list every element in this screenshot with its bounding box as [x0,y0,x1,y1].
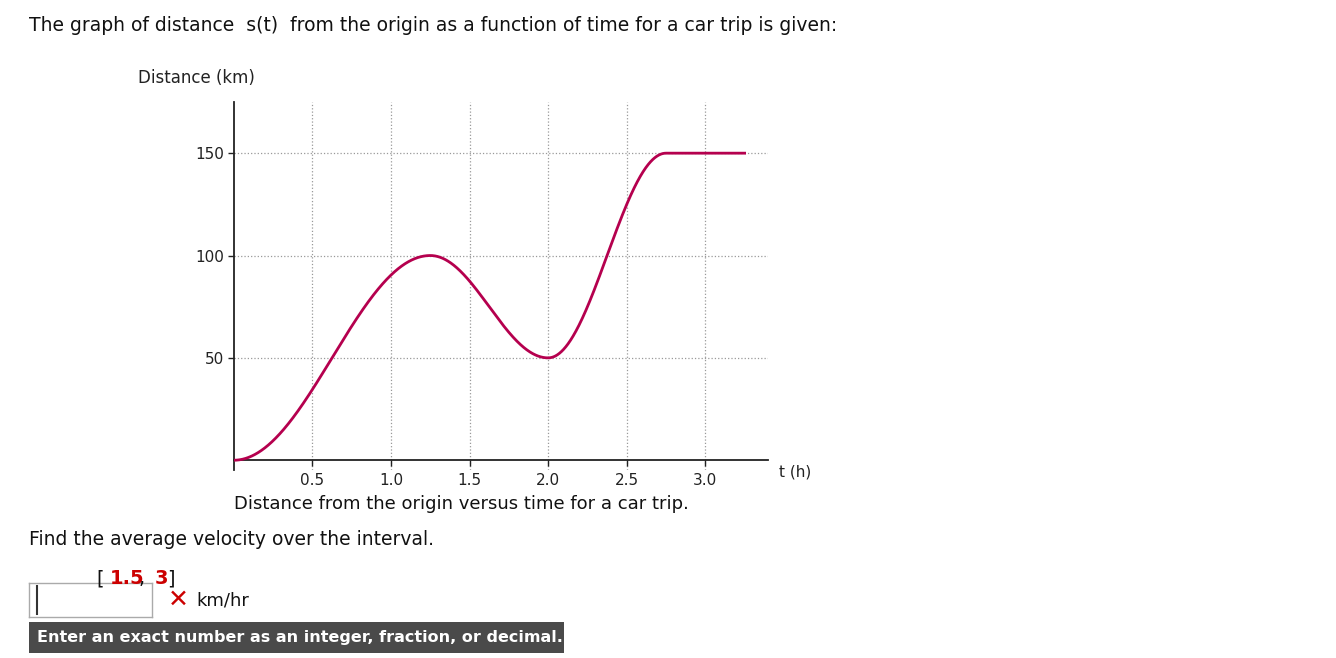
Text: t (h): t (h) [779,464,811,479]
Text: 3: 3 [155,569,168,588]
Text: The graph of distance  s(t)  from the origin as a function of time for a car tri: The graph of distance s(t) from the orig… [29,16,838,36]
Text: Enter an exact number as an integer, fraction, or decimal.: Enter an exact number as an integer, fra… [37,630,564,645]
Text: ,: , [139,569,151,588]
Text: [: [ [96,569,104,588]
Text: Distance from the origin versus time for a car trip.: Distance from the origin versus time for… [234,495,688,513]
Text: ]: ] [167,569,175,588]
Text: 1.5: 1.5 [110,569,144,588]
Text: ✕: ✕ [168,588,190,612]
Text: Distance (km): Distance (km) [138,69,254,88]
Text: Find the average velocity over the interval.: Find the average velocity over the inter… [29,530,434,549]
Text: km/hr: km/hr [196,591,250,609]
